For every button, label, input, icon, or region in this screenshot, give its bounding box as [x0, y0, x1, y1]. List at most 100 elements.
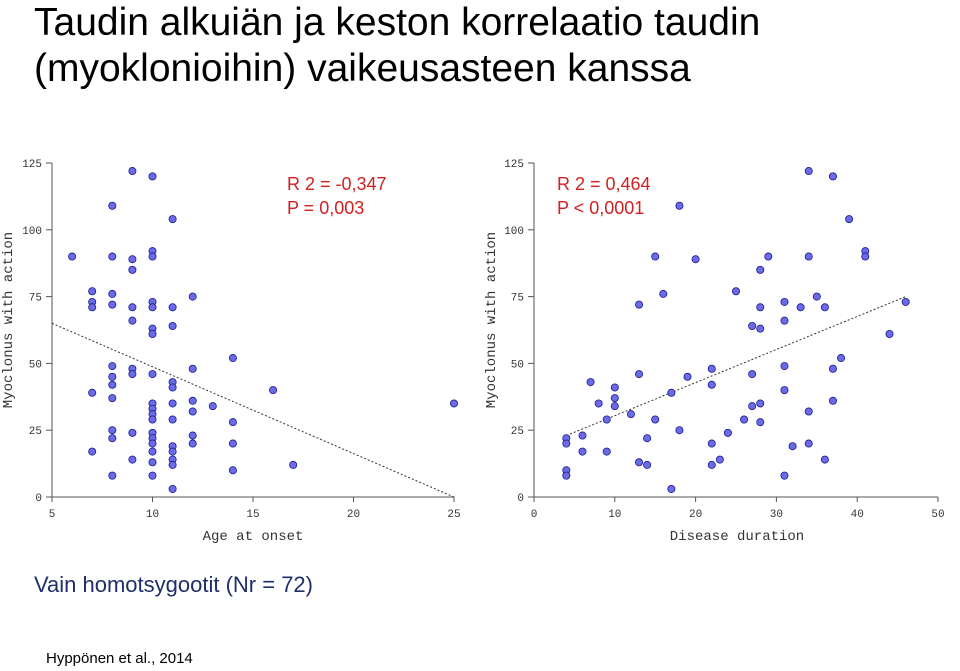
- y-tick-label: 50: [29, 359, 42, 371]
- data-point: [168, 399, 177, 408]
- data-point: [651, 415, 660, 424]
- x-tick-label: 40: [851, 509, 864, 521]
- citation: Hyppönen et al., 2014: [46, 650, 193, 667]
- title-line-2: (myoklonioihin) vaikeusasteen kanssa: [34, 47, 691, 90]
- data-point: [756, 418, 765, 427]
- data-point: [861, 252, 870, 261]
- data-point: [148, 303, 157, 312]
- data-point: [269, 386, 278, 395]
- x-tick-label: 20: [347, 509, 360, 521]
- y-tick-label: 25: [29, 426, 42, 438]
- data-point: [578, 431, 587, 440]
- x-axis-label: Age at onset: [203, 529, 304, 545]
- x-tick-label: 20: [689, 509, 702, 521]
- data-point: [168, 447, 177, 456]
- data-point: [837, 354, 846, 363]
- data-point: [128, 428, 137, 437]
- data-point: [108, 362, 117, 371]
- x-tick-label: 30: [770, 509, 783, 521]
- data-point: [756, 324, 765, 333]
- data-point: [586, 378, 595, 387]
- trend-line: [566, 296, 906, 437]
- data-point: [228, 418, 237, 427]
- data-point: [715, 455, 724, 464]
- data-point: [691, 255, 700, 264]
- data-point: [748, 402, 757, 411]
- data-point: [828, 396, 837, 405]
- data-point: [707, 460, 716, 469]
- y-tick-label: 100: [504, 226, 524, 238]
- data-point: [562, 439, 571, 448]
- data-point: [796, 303, 805, 312]
- data-point: [635, 458, 644, 467]
- data-point: [675, 426, 684, 435]
- data-point: [168, 303, 177, 312]
- y-tick-label: 125: [504, 159, 524, 171]
- data-point: [643, 460, 652, 469]
- data-point: [707, 380, 716, 389]
- y-tick-label: 100: [22, 226, 42, 238]
- data-point: [108, 289, 117, 298]
- data-point: [610, 394, 619, 403]
- page-title: Taudin alkuiän ja keston korrelaatio tau…: [34, 0, 954, 92]
- data-point: [148, 458, 157, 467]
- data-point: [594, 399, 603, 408]
- data-point: [780, 362, 789, 371]
- data-point: [188, 292, 197, 301]
- data-point: [659, 289, 668, 298]
- data-point: [820, 455, 829, 464]
- data-point: [188, 396, 197, 405]
- data-point: [780, 316, 789, 325]
- data-point: [804, 252, 813, 261]
- data-point: [748, 321, 757, 330]
- data-point: [804, 167, 813, 176]
- p-value-annotation: P < 0,0001: [557, 198, 644, 218]
- y-tick-label: 75: [511, 293, 524, 305]
- data-point: [885, 330, 894, 339]
- x-axis-label: Disease duration: [670, 529, 804, 545]
- data-point: [756, 303, 765, 312]
- data-point: [635, 370, 644, 379]
- data-point: [756, 399, 765, 408]
- y-tick-label: 50: [511, 359, 524, 371]
- data-point: [707, 364, 716, 373]
- data-point: [148, 415, 157, 424]
- data-point: [128, 303, 137, 312]
- data-point: [748, 370, 757, 379]
- data-point: [610, 402, 619, 411]
- data-point: [828, 172, 837, 181]
- data-point: [188, 407, 197, 416]
- data-point: [148, 447, 157, 456]
- x-tick-label: 25: [447, 509, 460, 521]
- data-point: [88, 447, 97, 456]
- data-point: [788, 442, 797, 451]
- data-point: [780, 471, 789, 480]
- data-point: [675, 201, 684, 210]
- y-axis-label: Myoclonus with action: [1, 232, 17, 408]
- x-tick-label: 10: [608, 509, 621, 521]
- x-tick-label: 50: [931, 509, 944, 521]
- data-point: [88, 388, 97, 397]
- p-value-annotation: P = 0,003: [287, 198, 364, 218]
- data-point: [651, 252, 660, 261]
- data-point: [188, 431, 197, 440]
- data-point: [683, 372, 692, 381]
- data-point: [88, 287, 97, 296]
- data-point: [901, 297, 910, 306]
- r-squared-annotation: R 2 = -0,347: [287, 174, 387, 194]
- y-tick-label: 75: [29, 293, 42, 305]
- data-point: [228, 439, 237, 448]
- data-point: [108, 252, 117, 261]
- data-point: [168, 321, 177, 330]
- title-line-1: Taudin alkuiän ja keston korrelaatio tau…: [34, 1, 761, 44]
- data-point: [289, 460, 298, 469]
- data-point: [707, 439, 716, 448]
- data-point: [148, 439, 157, 448]
- data-point: [108, 380, 117, 389]
- data-point: [148, 471, 157, 480]
- data-point: [68, 252, 77, 261]
- data-point: [128, 316, 137, 325]
- data-point: [148, 252, 157, 261]
- data-point: [188, 364, 197, 373]
